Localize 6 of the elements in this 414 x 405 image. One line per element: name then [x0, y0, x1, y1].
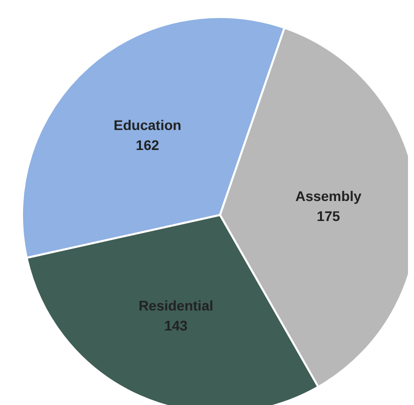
data-label: 143 [164, 318, 188, 334]
slice-label: Education [114, 116, 182, 133]
slice-label: Residential [138, 298, 214, 314]
data-label: 162 [136, 136, 160, 153]
data-label: 175 [316, 208, 340, 224]
slice-label: Assembly [295, 188, 362, 204]
